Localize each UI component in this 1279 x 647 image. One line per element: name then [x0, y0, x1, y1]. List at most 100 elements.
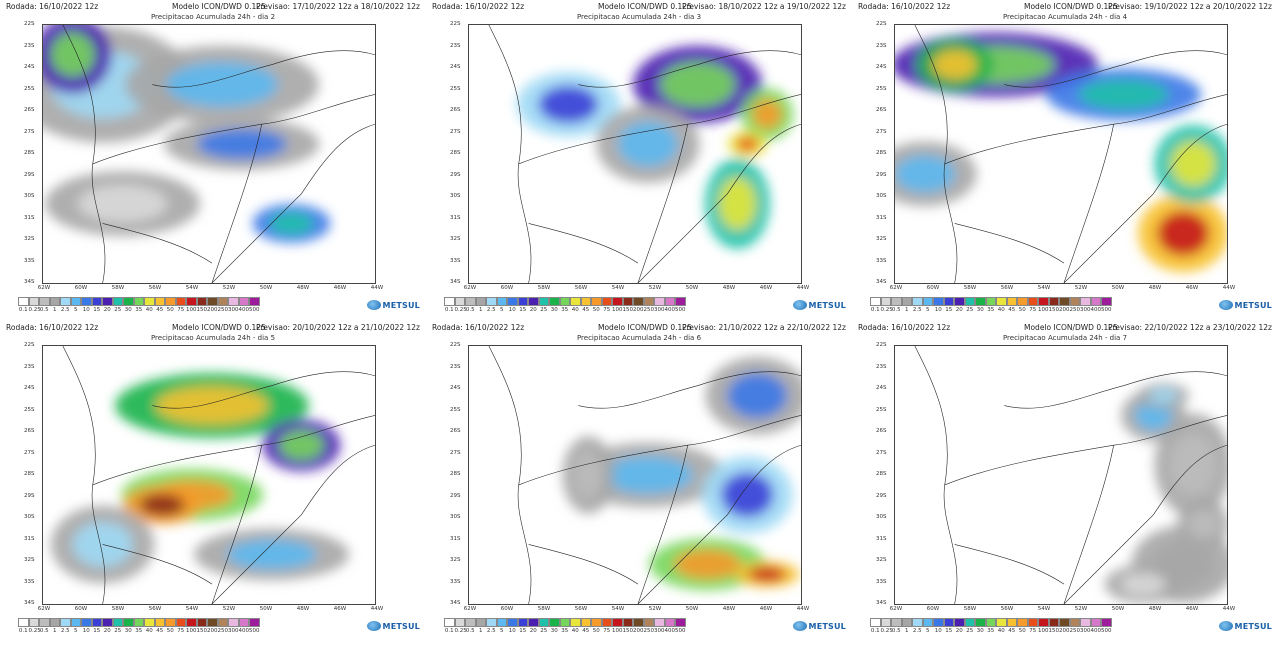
legend-value: 20 [103, 628, 111, 634]
country-border [102, 544, 213, 585]
legend-value: 500 [249, 628, 260, 634]
longitude-tick-label: 52W [222, 285, 236, 291]
latitude-tick-label: 32S [24, 236, 35, 242]
metsul-logo: METSUL [366, 300, 420, 310]
legend-value: 75 [177, 628, 185, 634]
longitude-tick-label: 48W [722, 285, 736, 291]
latitude-tick-label: 32S [876, 557, 887, 563]
forecast-panel: Rodada: 16/10/2022 12z Modelo ICON/DWD 0.… [426, 0, 852, 323]
legend-swatch [943, 297, 954, 306]
legend-labels: 0.1 0.25 0.5 1 2.5 5 10 15 20 25 30 35 40 45 50 75 100 15… [18, 307, 260, 313]
precip-area [660, 62, 735, 107]
forecast-panel: Rodada: 16/10/2022 12z Modelo ICON/DWD 0.… [0, 321, 426, 644]
precip-area [77, 185, 168, 223]
legend-swatch [475, 618, 486, 627]
legend-swatch [901, 297, 912, 306]
longitude-tick-label: 46W [759, 606, 773, 612]
legend-swatch [49, 297, 60, 306]
legend-swatch [238, 297, 249, 306]
legend-swatch [633, 297, 644, 306]
longitude-tick-label: 62W [37, 285, 51, 291]
legend-swatch [633, 618, 644, 627]
latitude-tick-label: 24S [24, 64, 35, 70]
legend-swatch [133, 618, 144, 627]
longitude-tick-label: 62W [463, 285, 477, 291]
country-border [637, 445, 688, 604]
legend-value: 10 [508, 307, 516, 313]
longitude-tick-label: 54W [611, 285, 625, 291]
latitude-tick-label: 22S [24, 21, 35, 27]
legend-value: 20 [529, 628, 537, 634]
legend-value: 35 [987, 307, 995, 313]
legend-swatch [1006, 297, 1017, 306]
run-time-label: Rodada: 16/10/2022 12z [858, 2, 951, 11]
legend-labels: 0.1 0.25 0.5 1 2.5 5 10 15 20 25 30 35 40 45 50 75 100 15… [18, 628, 260, 634]
legend-value: 300 [654, 628, 665, 634]
precip-area [1170, 141, 1216, 187]
legend-value: 1 [479, 307, 483, 313]
legend-value: 200 [1059, 307, 1070, 313]
legend-swatch [964, 297, 975, 306]
legend-value: 0.25 [454, 628, 467, 634]
latitude-tick-label: 30S [24, 193, 35, 199]
latitude-tick-label: 30S [450, 514, 461, 520]
legend-swatch [496, 297, 507, 306]
panel-header: Rodada: 16/10/2022 12z Modelo ICON/DWD 0.… [0, 321, 426, 333]
longitude-tick-label: 52W [648, 285, 662, 291]
latitude-tick-label: 26S [24, 107, 35, 113]
legend-value: 50 [1018, 307, 1026, 313]
legend-value: 400 [1090, 628, 1102, 634]
panel-header: Rodada: 16/10/2022 12z Modelo ICON/DWD 0.… [426, 0, 852, 12]
latitude-tick-label: 31S [876, 535, 887, 542]
legend-swatch [154, 297, 165, 306]
legend-value: 300 [228, 307, 239, 313]
legend-swatch [922, 618, 933, 627]
longitude-tick-label: 56W [148, 285, 162, 291]
legend-value: 25 [966, 307, 974, 313]
latitude-tick-label: 32S [450, 557, 461, 563]
legend-value: 10 [82, 628, 90, 634]
latitude-tick-label: 23S [24, 42, 35, 49]
longitude-tick-label: 50W [685, 606, 699, 612]
latitude-tick-label: 25S [450, 85, 461, 92]
legend-swatch [249, 297, 260, 306]
longitude-tick-label: 50W [685, 285, 699, 291]
legend-swatch [901, 618, 912, 627]
legend-value: 250 [217, 307, 229, 313]
longitude-tick-label: 60W [500, 285, 514, 291]
longitude-tick-label: 62W [37, 606, 51, 612]
latitude-tick-label: 26S [450, 107, 461, 113]
legend-labels: 0.1 0.25 0.5 1 2.5 5 10 15 20 25 30 35 40 45 50 75 100 15… [870, 628, 1112, 634]
country-border [92, 415, 375, 486]
run-time-label: Rodada: 16/10/2022 12z [432, 2, 525, 11]
legend-value: 25 [114, 307, 122, 313]
precip-area [1157, 211, 1210, 256]
longitude-tick-label: 54W [1037, 606, 1051, 612]
country-border [944, 94, 1227, 165]
legend-value: 15 [93, 307, 101, 313]
longitude-tick-label: 60W [926, 285, 940, 291]
country-border [578, 371, 801, 409]
legend-swatch [985, 618, 996, 627]
legend-value: 2.5 [60, 307, 70, 313]
longitude-tick-label: 58W [537, 285, 551, 291]
legend-swatch [249, 618, 260, 627]
latitude-tick-label: 24S [876, 385, 887, 391]
legend-value: 45 [582, 307, 590, 313]
legend-swatch [912, 618, 923, 627]
legend-value: 150 [196, 307, 208, 313]
legend-swatch [60, 618, 71, 627]
longitude-tick-label: 56W [148, 606, 162, 612]
legend-value: 200 [633, 628, 644, 634]
legend-swatch [196, 618, 207, 627]
longitude-tick-label: 46W [333, 285, 347, 291]
forecast-panel: Rodada: 16/10/2022 12z Modelo ICON/DWD 0.… [0, 0, 426, 323]
legend-value: 250 [217, 628, 229, 634]
legend-swatch [39, 297, 50, 306]
run-time-label: Rodada: 16/10/2022 12z [858, 323, 951, 332]
latitude-tick-label: 23S [24, 363, 35, 370]
legend-swatch [675, 618, 686, 627]
longitude-tick-label: 44W [796, 285, 810, 291]
legend-swatch [612, 297, 623, 306]
map-title: Precipitacao Acumulada 24h - dia 5 [150, 334, 276, 342]
